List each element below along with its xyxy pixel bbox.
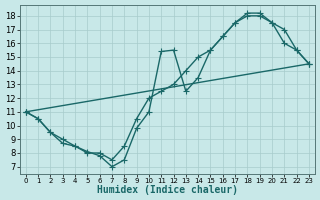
X-axis label: Humidex (Indice chaleur): Humidex (Indice chaleur)	[97, 185, 238, 195]
